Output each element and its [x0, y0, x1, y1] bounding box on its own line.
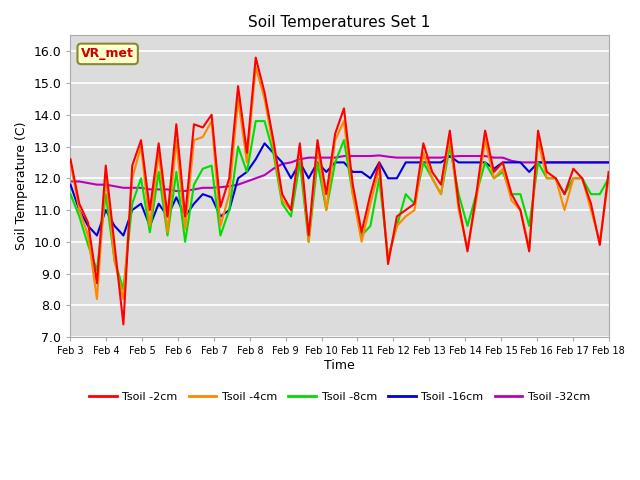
Tsoil -16cm — [260, 141, 268, 146]
Tsoil -32cm — [173, 188, 180, 194]
Tsoil -32cm — [67, 179, 74, 184]
Tsoil -16cm — [216, 214, 224, 219]
Tsoil -32cm — [340, 153, 348, 159]
Tsoil -4cm — [252, 64, 260, 70]
Tsoil -2cm — [181, 214, 189, 219]
Tsoil -8cm — [252, 118, 260, 124]
Tsoil -16cm — [349, 169, 356, 175]
Tsoil -2cm — [67, 156, 74, 162]
Tsoil -2cm — [120, 322, 127, 327]
Tsoil -2cm — [111, 242, 118, 248]
Y-axis label: Soil Temperature (C): Soil Temperature (C) — [15, 122, 28, 251]
Tsoil -16cm — [605, 159, 612, 165]
Tsoil -4cm — [216, 223, 224, 229]
Tsoil -16cm — [181, 214, 189, 219]
Tsoil -32cm — [111, 183, 118, 189]
Tsoil -4cm — [120, 296, 127, 302]
Tsoil -32cm — [181, 188, 189, 194]
Tsoil -8cm — [67, 192, 74, 197]
Tsoil -16cm — [552, 159, 559, 165]
Tsoil -2cm — [411, 201, 419, 206]
X-axis label: Time: Time — [324, 359, 355, 372]
Tsoil -4cm — [93, 296, 100, 302]
Tsoil -2cm — [252, 55, 260, 60]
Tsoil -32cm — [552, 159, 559, 165]
Tsoil -2cm — [605, 169, 612, 175]
Tsoil -2cm — [552, 175, 559, 181]
Tsoil -8cm — [181, 239, 189, 245]
Line: Tsoil -4cm: Tsoil -4cm — [70, 67, 609, 299]
Line: Tsoil -16cm: Tsoil -16cm — [70, 144, 609, 236]
Tsoil -32cm — [376, 153, 383, 158]
Tsoil -4cm — [552, 175, 559, 181]
Tsoil -2cm — [216, 204, 224, 210]
Tsoil -8cm — [552, 175, 559, 181]
Tsoil -2cm — [349, 182, 356, 188]
Tsoil -32cm — [411, 155, 419, 160]
Tsoil -8cm — [120, 287, 127, 292]
Tsoil -4cm — [181, 226, 189, 232]
Tsoil -32cm — [216, 184, 224, 190]
Tsoil -16cm — [67, 182, 74, 188]
Text: VR_met: VR_met — [81, 48, 134, 60]
Title: Soil Temperatures Set 1: Soil Temperatures Set 1 — [248, 15, 431, 30]
Tsoil -4cm — [605, 175, 612, 181]
Tsoil -4cm — [411, 207, 419, 213]
Tsoil -4cm — [349, 192, 356, 197]
Tsoil -16cm — [411, 159, 419, 165]
Tsoil -8cm — [111, 258, 118, 264]
Tsoil -8cm — [411, 201, 419, 206]
Legend: Tsoil -2cm, Tsoil -4cm, Tsoil -8cm, Tsoil -16cm, Tsoil -32cm: Tsoil -2cm, Tsoil -4cm, Tsoil -8cm, Tsoi… — [84, 388, 595, 407]
Line: Tsoil -32cm: Tsoil -32cm — [70, 156, 609, 191]
Tsoil -4cm — [67, 159, 74, 165]
Tsoil -8cm — [605, 175, 612, 181]
Tsoil -8cm — [349, 192, 356, 197]
Tsoil -16cm — [120, 233, 127, 239]
Line: Tsoil -8cm: Tsoil -8cm — [70, 121, 609, 289]
Tsoil -16cm — [93, 233, 100, 239]
Tsoil -8cm — [216, 233, 224, 239]
Line: Tsoil -2cm: Tsoil -2cm — [70, 58, 609, 324]
Tsoil -32cm — [605, 159, 612, 165]
